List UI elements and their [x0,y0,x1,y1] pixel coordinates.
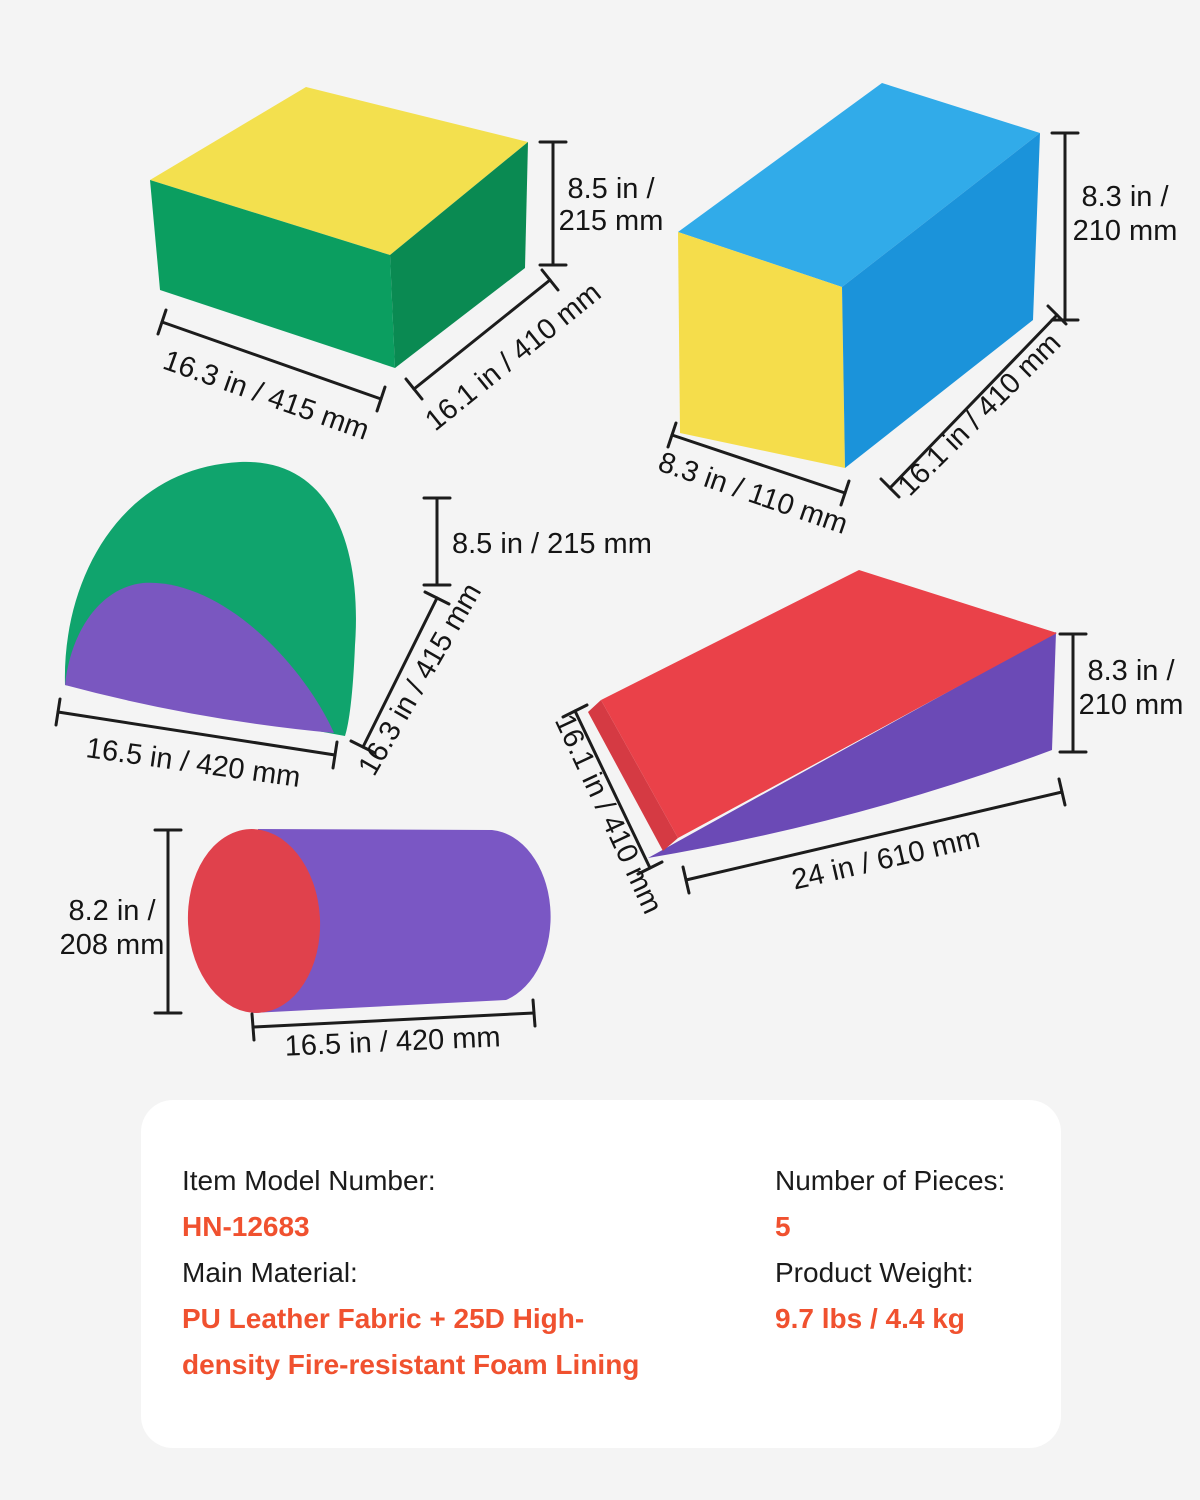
dimension-line [251,1011,536,1029]
weight-label: Product Weight: [775,1257,974,1288]
dimension-cap [879,477,901,499]
wedge-block: 16.1 in / 410 mm 24 in / 610 mm 8.3 in /… [548,570,1183,919]
item-model-label: Item Model Number: [182,1165,436,1196]
spec-card: Item Model Number: HN-12683 Main Materia… [141,1100,1061,1448]
dimension-cap [561,703,589,719]
dimension-cap [250,1012,256,1042]
dimension-line [888,313,1059,490]
wedge-height-label-line2: 210 mm [1079,689,1184,721]
dimension-cap [531,998,537,1028]
dimension-line [160,320,383,401]
main-material-label: Main Material: [182,1257,358,1288]
dimension-cap [375,385,387,413]
dimension-cap [1057,777,1067,807]
beam-front-face [678,232,845,468]
beam-right-face [842,133,1040,468]
cylinder-height-dimension: 8.2 in / 208 mm [60,828,183,1015]
dimension-cap [54,697,62,727]
dimension-cap [839,479,851,507]
cylinder-length-label: 16.5 in / 420 mm [284,1021,501,1062]
cylinder-end-face [187,829,321,1013]
spec-column-left: Item Model Number: HN-12683 Main Materia… [182,1158,662,1388]
cube-height-dimension: 8.5 in / 215 mm [538,140,664,267]
half-cylinder-front-face [65,582,334,733]
beam-height-label-line2: 210 mm [1073,215,1178,247]
cylinder-height-label-line1: 8.2 in / [68,895,156,927]
dimension-line [412,278,552,391]
main-material-value: PU Leather Fabric + 25D High-density Fir… [182,1303,640,1380]
dimension-line [684,790,1064,882]
half-cylinder-height-label: 8.5 in / 215 mm [452,528,652,560]
beam-block: 8.3 in / 210 mm 8.3 in / 110 mm 16.1 in … [654,83,1177,541]
cylinder-block: 8.2 in / 208 mm 16.5 in / 420 mm [60,828,551,1063]
dimension-line [361,596,439,749]
spec-column-right: Number of Pieces: 5 Product Weight: 9.7 … [775,1158,1045,1342]
cylinder-height-label-line2: 208 mm [60,929,165,961]
half-cylinder-side-label: 16.3 in / 415 mm [352,578,488,781]
cube-left-face [150,180,395,368]
dimension-line [573,709,652,870]
wedge-height-dimension: 8.3 in / 210 mm [1058,632,1184,754]
half-cylinder-front-label: 16.5 in / 420 mm [84,732,302,794]
pieces-label: Number of Pieces: [775,1165,1006,1196]
cube-right-face [390,142,528,368]
wedge-edge-strip [588,700,678,851]
dimension-line [670,433,847,495]
dimension-cap [423,590,451,606]
dimension-cap [681,865,691,895]
dimension-cap [404,377,424,401]
weight-value: 9.7 lbs / 4.4 kg [775,1303,965,1334]
pieces-value: 5 [775,1211,791,1242]
cube-height-label-line1: 8.5 in / [567,173,655,205]
dimension-cap [1046,304,1068,326]
cube-block: 8.5 in / 215 mm 16.3 in / 415 mm 16.1 in… [150,87,663,447]
foam-blocks-diagram: 8.5 in / 215 mm 16.3 in / 415 mm 16.1 in… [54,83,1183,1063]
beam-top-face [678,83,1040,287]
item-model-value: HN-12683 [182,1211,310,1242]
wedge-top-face [601,570,1057,838]
dimension-cap [331,740,339,770]
beam-height-dimension: 8.3 in / 210 mm [1050,131,1178,322]
dimension-cap [349,739,377,755]
dimension-cap [540,268,560,292]
dimension-cap [156,308,168,336]
half-cylinder-side-dimension: 16.3 in / 415 mm [349,578,488,781]
wedge-height-label-line1: 8.3 in / [1087,655,1175,687]
cube-height-label-line2: 215 mm [559,205,664,237]
dimension-cap [666,421,678,449]
dimension-line [56,710,337,757]
half-cylinder-height-dimension: 8.5 in / 215 mm [422,496,652,587]
cylinder-body [252,829,551,1013]
beam-height-label-line1: 8.3 in / [1081,181,1169,213]
cube-top-face [150,87,528,255]
dimension-cap [636,860,664,876]
